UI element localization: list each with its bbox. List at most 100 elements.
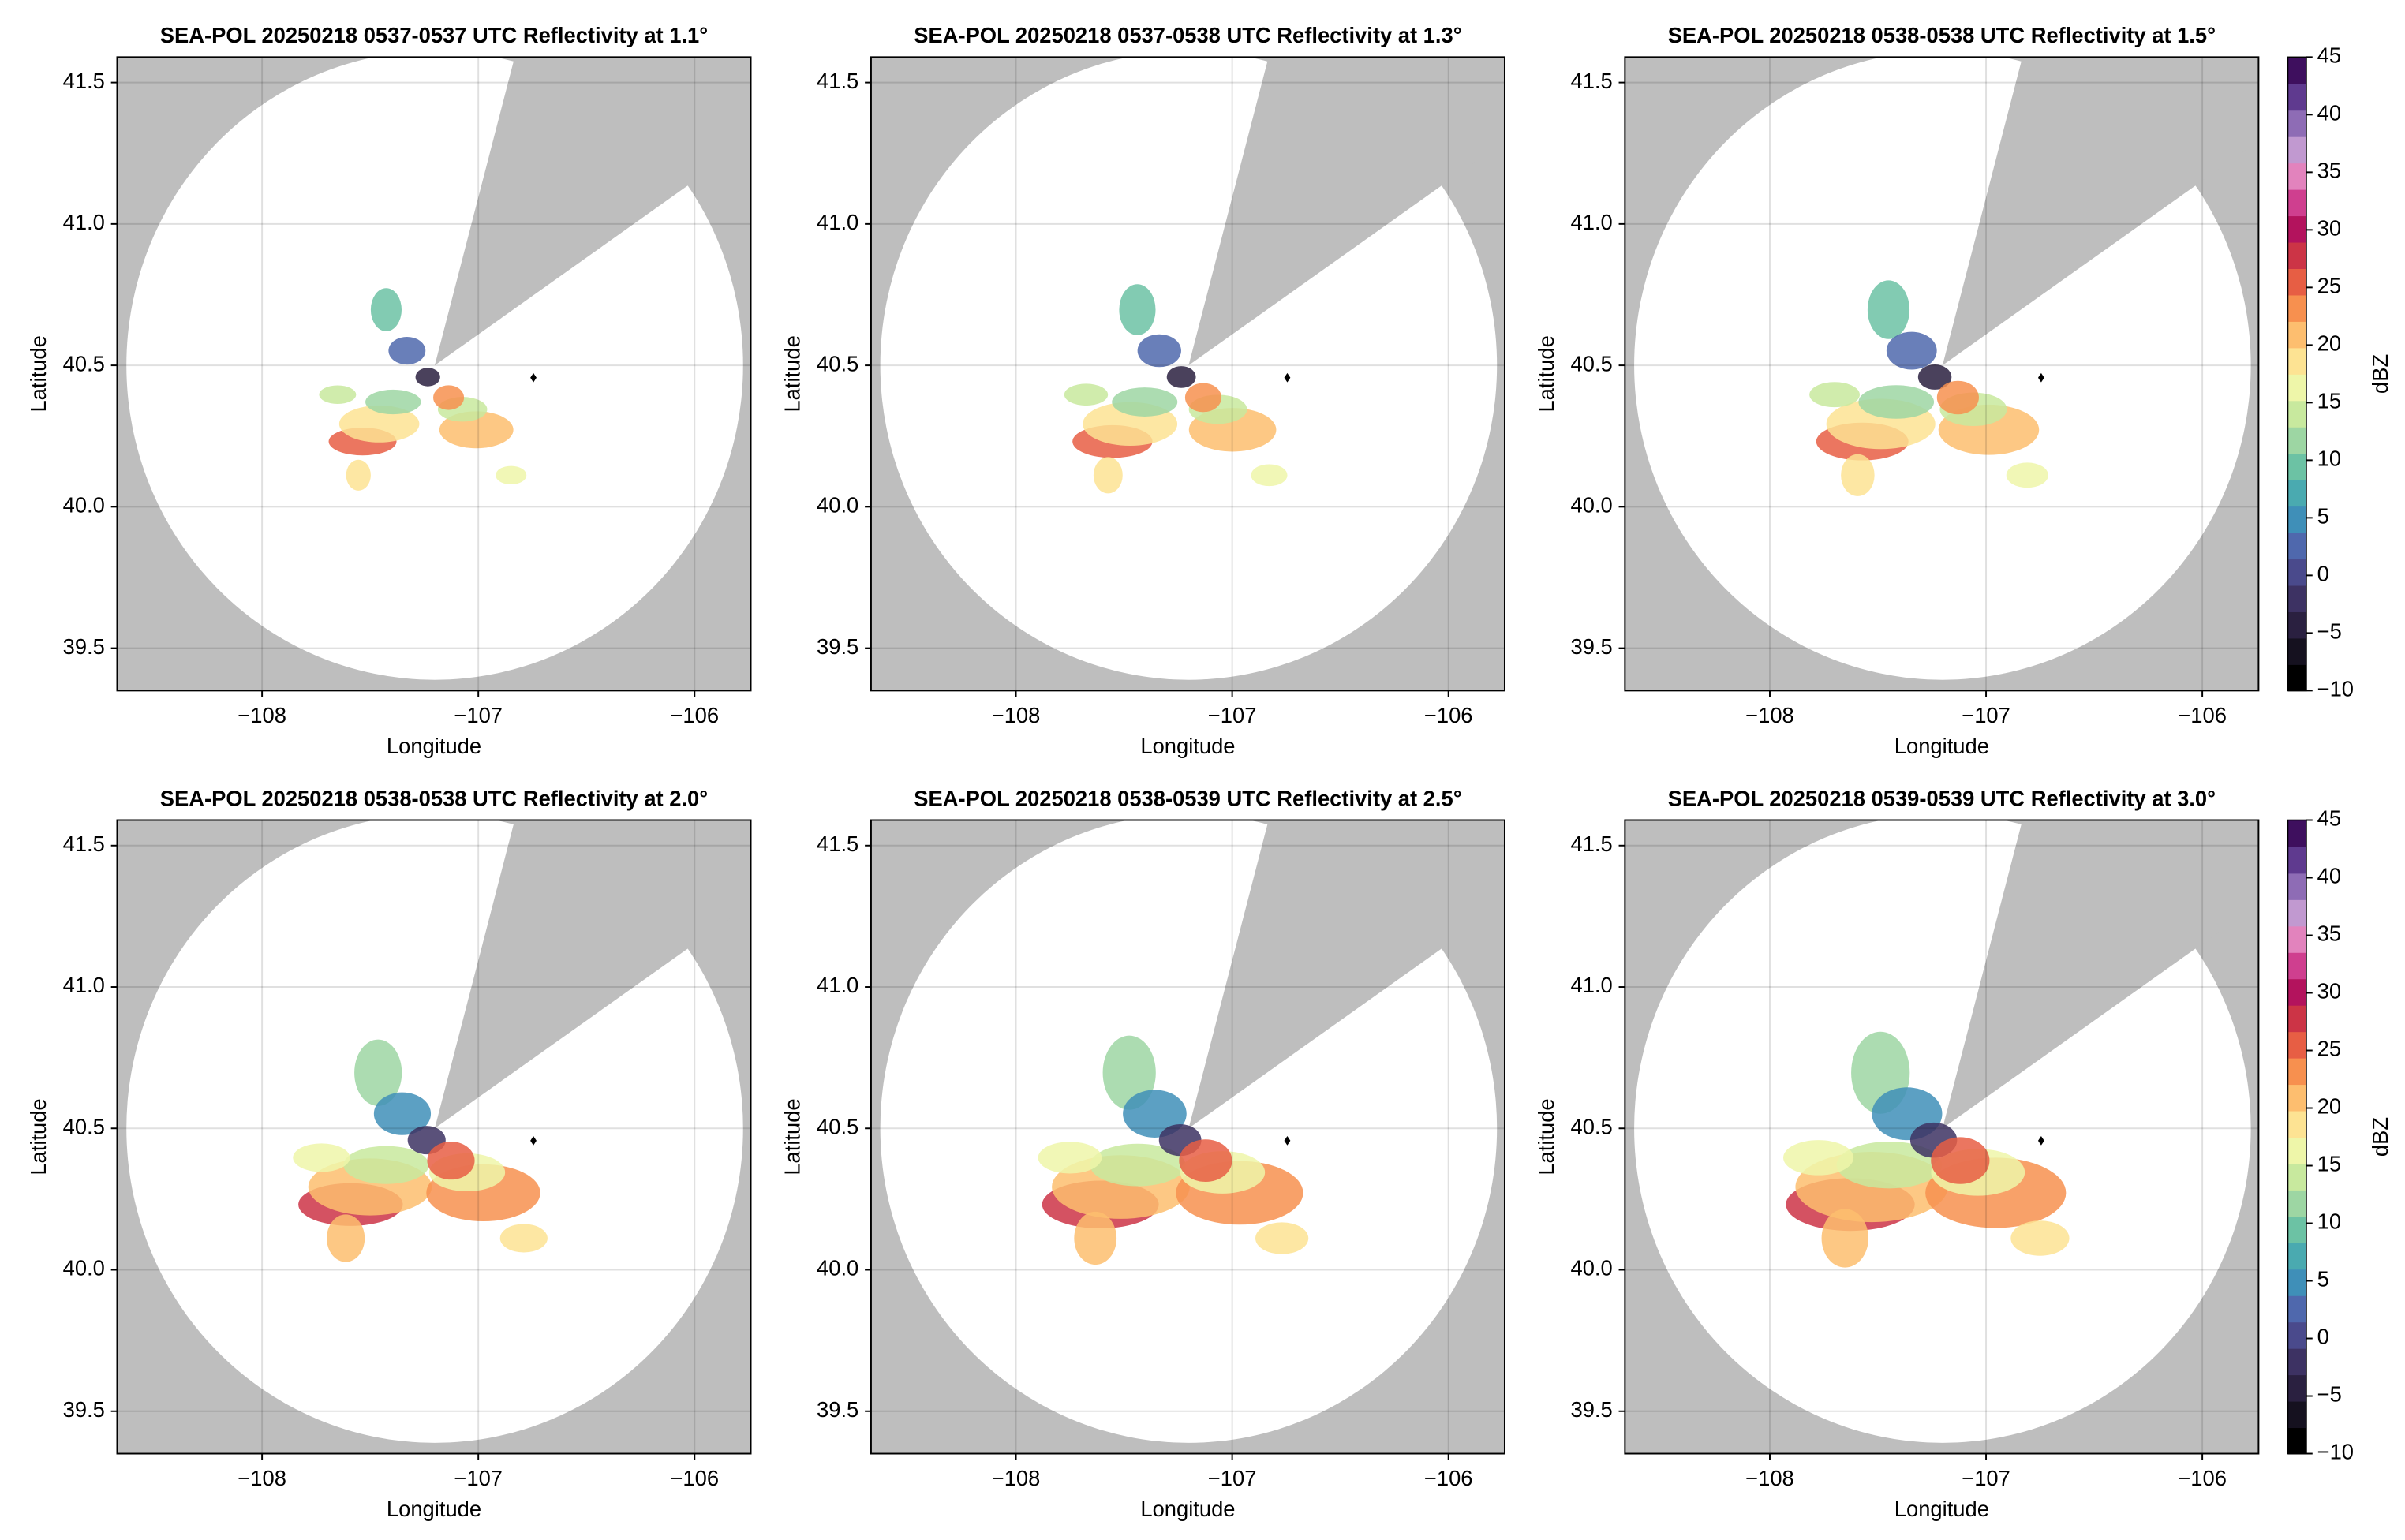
- colorbar-tick-label: 20: [2317, 1094, 2341, 1119]
- y-tick-label: 40.0: [1570, 1256, 1612, 1280]
- x-axis-label: Longitude: [1894, 734, 1989, 758]
- echo: [373, 1092, 432, 1135]
- y-axis-label: Latitude: [26, 1098, 50, 1175]
- colorbar-band: [2287, 189, 2306, 217]
- x-axis-label: Longitude: [1894, 1497, 1989, 1521]
- y-tick-label: 40.5: [817, 1114, 858, 1138]
- y-tick-label: 41.0: [63, 210, 105, 234]
- echo: [1936, 380, 1979, 415]
- colorbar-tick-label: 45: [2317, 806, 2341, 831]
- y-axis-label: Latitude: [1534, 1098, 1558, 1175]
- colorbar-band: [2287, 1057, 2306, 1086]
- colorbar-band: [2287, 110, 2306, 137]
- echo: [319, 385, 357, 404]
- y-tick-label: 40.5: [1570, 1114, 1612, 1138]
- radar-site: [2037, 1136, 2044, 1146]
- y-tick-label: 41.5: [817, 69, 858, 93]
- colorbar-band: [2287, 1004, 2306, 1033]
- panel: −108 −107 −106 39.5 40.0 40.5 41.0 41.5 SEA-POL …: [26, 786, 752, 1521]
- x-tick-label: −106: [670, 1466, 719, 1490]
- echo: [1123, 1090, 1187, 1138]
- echo: [327, 1214, 365, 1262]
- colorbar-label: dBZ: [2368, 354, 2392, 394]
- colorbar-band: [2287, 951, 2306, 980]
- x-tick-label: −107: [1962, 1466, 2010, 1490]
- panel: −108 −107 −106 39.5 40.0 40.5 41.0 41.5 SEA-POL …: [780, 23, 1505, 758]
- y-tick-label: 41.0: [1570, 210, 1612, 234]
- colorbar-tick-label: 45: [2317, 43, 2341, 68]
- colorbar-band: [2287, 1427, 2306, 1455]
- colorbar-band: [2287, 1242, 2306, 1270]
- frame: [1624, 819, 2260, 1455]
- colorbar-tick-label: −10: [2317, 1440, 2354, 1464]
- y-tick-label: 39.5: [63, 634, 105, 659]
- y-axis-label: Latitude: [780, 1098, 804, 1175]
- echo: [1917, 364, 1952, 390]
- colorbar-tick-label: 5: [2317, 1267, 2329, 1291]
- colorbar-label: dBZ: [2368, 1117, 2392, 1157]
- y-axis-label: Latitude: [1534, 335, 1558, 412]
- colorbar-band: [2287, 663, 2306, 692]
- echo: [496, 465, 527, 485]
- echo: [1102, 1035, 1156, 1110]
- colorbar-tick-label: 0: [2317, 562, 2329, 586]
- colorbar-band: [2287, 83, 2306, 111]
- echo: [1251, 464, 1288, 487]
- colorbar-band: [2287, 453, 2306, 480]
- x-tick-label: −108: [238, 1466, 286, 1490]
- y-tick-label: 39.5: [1570, 634, 1612, 659]
- colorbar-tick-label: 0: [2317, 1325, 2329, 1349]
- echo: [354, 1039, 402, 1106]
- colorbar-band: [2287, 1110, 2306, 1138]
- echo: [1867, 280, 1910, 339]
- x-tick-label: −108: [1745, 1466, 1794, 1490]
- colorbar-band: [2287, 1348, 2306, 1376]
- echo: [1783, 1140, 1854, 1176]
- echo: [499, 1224, 548, 1253]
- colorbar-band: [2287, 268, 2306, 296]
- colorbar-band: [2287, 1295, 2306, 1323]
- y-tick-label: 39.5: [63, 1397, 105, 1422]
- frame: [116, 819, 752, 1455]
- colorbar-tick-label: 35: [2317, 921, 2341, 946]
- colorbar-tick-label: −10: [2317, 677, 2354, 701]
- colorbar-band: [2287, 873, 2306, 900]
- y-tick-label: 40.0: [817, 1256, 858, 1280]
- colorbar-band: [2287, 347, 2306, 375]
- colorbar-band: [2287, 320, 2306, 349]
- colorbar-band: [2287, 1269, 2306, 1296]
- x-tick-label: −107: [454, 703, 503, 727]
- x-tick-label: −108: [992, 1466, 1041, 1490]
- chart-title: SEA-POL 20250218 0537-0538 UTC Reflectiv…: [914, 23, 1461, 47]
- x-tick-label: −106: [2178, 1466, 2227, 1490]
- y-tick-label: 41.5: [1570, 69, 1612, 93]
- chart-title: SEA-POL 20250218 0538-0538 UTC Reflectiv…: [1668, 23, 2216, 47]
- echo: [2006, 462, 2048, 488]
- colorbar-band: [2287, 57, 2306, 84]
- y-tick-label: 40.0: [63, 493, 105, 518]
- echo: [1858, 385, 1935, 419]
- echo: [433, 385, 465, 410]
- chart-title: SEA-POL 20250218 0537-0537 UTC Reflectiv…: [160, 23, 708, 47]
- blocked-sector: [434, 57, 751, 366]
- colorbar-band: [2287, 373, 2306, 402]
- colorbar-band: [2287, 215, 2306, 243]
- y-tick-label: 40.5: [817, 351, 858, 376]
- colorbar-band: [2287, 1084, 2306, 1112]
- colorbar-band: [2287, 400, 2306, 428]
- echo: [1179, 1139, 1232, 1182]
- x-tick-label: −107: [1208, 1466, 1257, 1490]
- echo: [1112, 387, 1178, 417]
- y-tick-label: 41.5: [63, 69, 105, 93]
- colorbar-band: [2287, 1374, 2306, 1402]
- frame: [116, 56, 752, 692]
- plot-area: [1625, 820, 2259, 1454]
- echo: [1841, 454, 1875, 496]
- chart-title: SEA-POL 20250218 0539-0539 UTC Reflectiv…: [1668, 786, 2216, 810]
- blocked-sector: [434, 820, 751, 1129]
- y-tick-label: 40.0: [63, 1256, 105, 1280]
- y-tick-label: 40.5: [1570, 351, 1612, 376]
- x-tick-label: −108: [238, 703, 286, 727]
- x-tick-label: −108: [1745, 703, 1794, 727]
- colorbar-tick-label: 15: [2317, 1152, 2341, 1176]
